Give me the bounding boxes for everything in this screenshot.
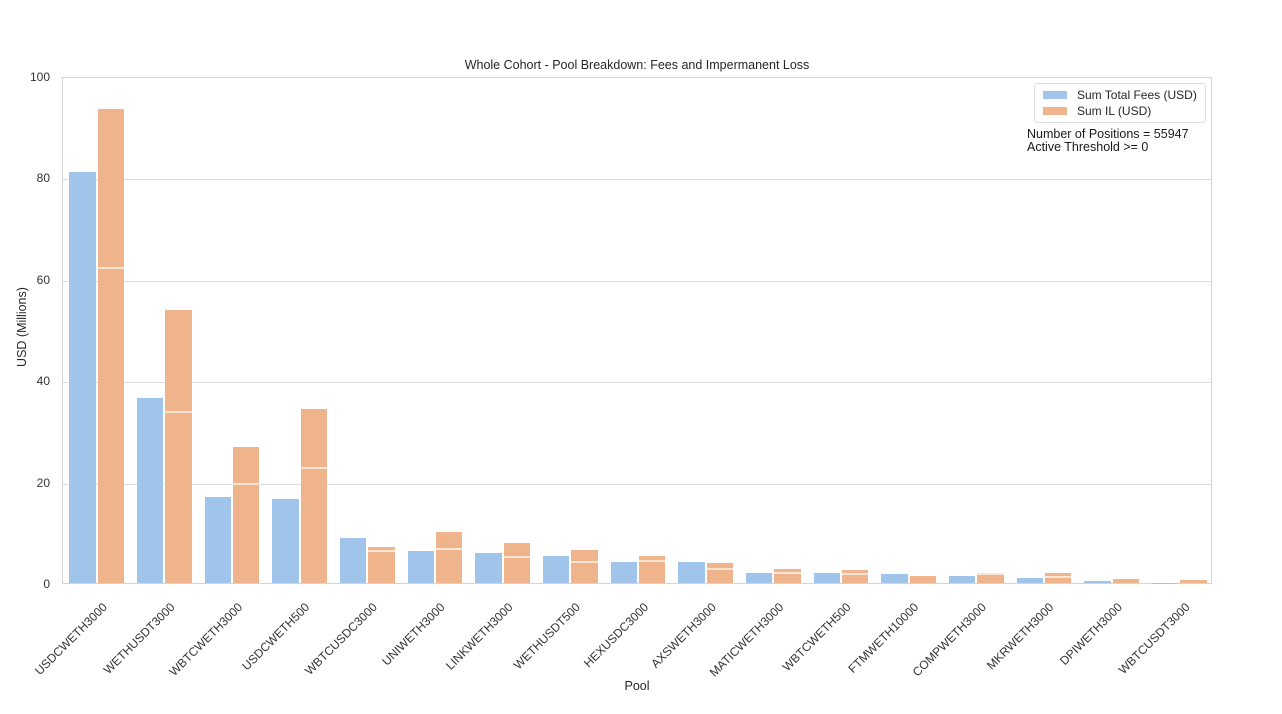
gridline: [63, 280, 1211, 282]
bar-fees-hexusdc3000: [610, 561, 637, 583]
legend-label-il: Sum IL (USD): [1077, 104, 1152, 118]
bar-fees-mkrweth3000: [1016, 577, 1043, 583]
il-segment-divider: [165, 410, 192, 413]
bar-il-wbtcweth3000: [233, 447, 260, 583]
gridline: [63, 179, 1211, 181]
bar-il-wbtcusdc3000: [368, 546, 395, 583]
y-tick-label: 60: [36, 272, 50, 287]
bar-il-hexusdc3000: [639, 556, 666, 583]
x-tick-label: LINKWETH3000: [442, 600, 516, 673]
y-tick-label: 0: [43, 577, 50, 591]
il-segment-divider: [1044, 575, 1072, 578]
bar-fees-maticweth3000: [745, 572, 773, 583]
bar-il-maticweth3000: [774, 568, 801, 583]
bar-fees-wethusdt500: [542, 556, 570, 583]
x-tick-label: WETHUSDT3000: [100, 600, 178, 677]
x-tick-label: WBTCWETH500: [779, 600, 854, 675]
bar-il-wethusdt3000: [165, 310, 192, 583]
bar-il-usdcweth3000: [97, 109, 125, 583]
bar-il-wethusdt500: [571, 549, 598, 583]
bar-il-wbtcweth500: [841, 570, 869, 583]
bar-fees-usdcweth500: [272, 498, 299, 583]
bar-il-uniweth3000: [436, 531, 463, 583]
il-segment-divider: [300, 467, 328, 470]
x-tick-label: MKRWETH3000: [984, 600, 1057, 673]
positions-count: Number of Positions = 55947: [1027, 127, 1189, 141]
x-tick-label: USDCWETH500: [239, 600, 313, 674]
il-segment-divider: [706, 567, 734, 570]
bar-fees-ftmweth10000: [881, 574, 908, 583]
y-tick-label: 80: [36, 171, 50, 186]
bar-fees-compweth3000: [948, 576, 976, 583]
x-tick-label: USDCWETH3000: [31, 600, 110, 678]
y-axis-label: USD (Millions): [15, 287, 29, 367]
il-segment-divider: [503, 556, 531, 559]
legend: Sum Total Fees (USD) Sum IL (USD): [1034, 83, 1206, 123]
bar-il-wbtcusdt3000: [1180, 580, 1207, 583]
legend-item-il: Sum IL (USD): [1043, 104, 1151, 118]
x-tick-label: DPIWETH3000: [1056, 600, 1125, 668]
bar-il-linkweth3000: [503, 542, 531, 583]
il-segment-divider: [977, 572, 1004, 575]
fees-swatch-icon: [1043, 91, 1067, 99]
bar-fees-wethusdt3000: [137, 397, 164, 583]
x-tick-label: AXSWETH3000: [647, 600, 719, 671]
x-tick-label: WETHUSDT500: [511, 600, 584, 673]
bar-fees-wbtcweth500: [813, 573, 840, 583]
y-tick-label: 100: [29, 70, 50, 84]
x-tick-label: WBTCWETH3000: [166, 600, 246, 679]
il-swatch-icon: [1043, 107, 1067, 115]
x-tick-label: HEXUSDC3000: [580, 600, 651, 671]
bar-fees-axsweth3000: [678, 561, 705, 583]
chart-title: Whole Cohort - Pool Breakdown: Fees and …: [464, 58, 810, 72]
x-tick-label: WBTCUSDC3000: [302, 600, 381, 678]
y-tick-label: 40: [36, 374, 50, 389]
bar-il-dpiweth3000: [1112, 578, 1139, 583]
x-tick-label: FTMWETH10000: [845, 600, 922, 676]
bar-fees-wbtcusdc3000: [340, 538, 367, 583]
bar-fees-linkweth3000: [475, 552, 502, 583]
il-segment-divider: [436, 548, 463, 551]
il-segment-divider: [639, 560, 666, 563]
bar-il-ftmweth10000: [909, 576, 936, 583]
il-segment-divider: [97, 266, 125, 269]
x-tick-label: COMPWETH3000: [909, 600, 990, 680]
x-tick-label: WBTCUSDT3000: [1115, 600, 1193, 677]
bar-fees-dpiweth3000: [1084, 580, 1111, 583]
legend-label-fees: Sum Total Fees (USD): [1077, 88, 1197, 102]
bar-il-axsweth3000: [706, 563, 734, 583]
il-segment-divider: [571, 560, 598, 563]
bar-fees-wbtcusdt3000: [1151, 582, 1179, 583]
y-tick-label: 20: [36, 475, 50, 490]
legend-item-fees: Sum Total Fees (USD): [1043, 88, 1197, 102]
bar-il-mkrweth3000: [1044, 573, 1072, 583]
x-tick-label: MATICWETH3000: [706, 600, 787, 680]
il-segment-divider: [233, 482, 260, 485]
bar-fees-usdcweth3000: [69, 172, 96, 583]
il-segment-divider: [841, 572, 869, 575]
il-segment-divider: [368, 550, 395, 553]
gridline: [63, 483, 1211, 485]
bar-il-usdcweth500: [300, 409, 328, 583]
il-segment-divider: [774, 572, 801, 575]
bar-fees-uniweth3000: [407, 550, 435, 583]
gridline: [63, 382, 1211, 384]
bar-fees-wbtcweth3000: [204, 497, 232, 583]
bar-il-compweth3000: [977, 572, 1004, 583]
active-threshold: Active Threshold >= 0: [1027, 140, 1149, 154]
plot-area: [62, 77, 1212, 584]
annotation-box: Number of Positions = 55947 Active Thres…: [1027, 128, 1189, 154]
x-axis-label: Pool: [624, 679, 650, 693]
x-tick-label: UNIWETH3000: [379, 600, 448, 669]
